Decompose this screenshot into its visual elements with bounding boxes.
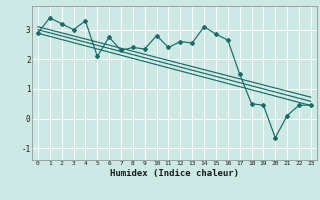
X-axis label: Humidex (Indice chaleur): Humidex (Indice chaleur): [110, 169, 239, 178]
